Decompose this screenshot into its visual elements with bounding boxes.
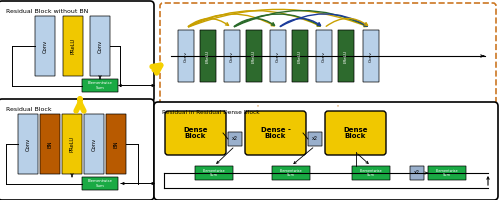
Text: Conv: Conv [42, 39, 48, 53]
FancyBboxPatch shape [82, 79, 118, 92]
FancyBboxPatch shape [224, 30, 240, 82]
FancyBboxPatch shape [40, 114, 60, 174]
FancyBboxPatch shape [410, 166, 424, 180]
FancyBboxPatch shape [272, 166, 310, 180]
FancyBboxPatch shape [18, 114, 38, 174]
Text: x2: x2 [414, 170, 420, 176]
Text: BN: BN [114, 140, 118, 148]
FancyBboxPatch shape [308, 132, 322, 146]
Text: Conv: Conv [184, 50, 188, 62]
Text: LReLU: LReLU [252, 49, 256, 63]
FancyBboxPatch shape [35, 16, 55, 76]
FancyBboxPatch shape [352, 166, 390, 180]
FancyBboxPatch shape [228, 132, 242, 146]
FancyBboxPatch shape [63, 16, 83, 76]
FancyBboxPatch shape [338, 30, 354, 82]
Text: Residual Block: Residual Block [6, 107, 52, 112]
FancyBboxPatch shape [200, 30, 216, 82]
FancyBboxPatch shape [0, 1, 154, 102]
Text: Dense
Block: Dense Block [183, 127, 208, 140]
FancyBboxPatch shape [106, 114, 126, 174]
Text: Elementwise
Sum: Elementwise Sum [88, 179, 112, 188]
Text: Conv: Conv [230, 50, 234, 62]
Text: LReLU: LReLU [206, 49, 210, 63]
FancyBboxPatch shape [0, 99, 154, 200]
FancyBboxPatch shape [165, 111, 226, 155]
FancyBboxPatch shape [195, 166, 233, 180]
Text: Dense
Block: Dense Block [343, 127, 368, 140]
FancyBboxPatch shape [178, 30, 194, 82]
FancyBboxPatch shape [325, 111, 386, 155]
Text: Dense -
Block: Dense - Block [260, 127, 290, 140]
FancyBboxPatch shape [160, 3, 496, 107]
Text: LReLU: LReLU [298, 49, 302, 63]
Text: PReLU: PReLU [70, 38, 76, 54]
FancyBboxPatch shape [246, 30, 262, 82]
Text: BN: BN [48, 140, 52, 148]
FancyBboxPatch shape [82, 177, 118, 190]
FancyBboxPatch shape [316, 30, 332, 82]
FancyBboxPatch shape [84, 114, 104, 174]
Text: Conv: Conv [276, 50, 280, 62]
Text: Conv: Conv [369, 50, 373, 62]
FancyBboxPatch shape [62, 114, 82, 174]
Text: Conv: Conv [322, 50, 326, 62]
Text: Residual in Residual Dense Block: Residual in Residual Dense Block [162, 110, 260, 115]
FancyBboxPatch shape [292, 30, 308, 82]
FancyBboxPatch shape [245, 111, 306, 155]
FancyBboxPatch shape [154, 102, 498, 200]
Text: Elementwise
Sum: Elementwise Sum [280, 169, 302, 177]
FancyBboxPatch shape [363, 30, 379, 82]
Text: Elementwise
Sum: Elementwise Sum [360, 169, 382, 177]
Text: Residual Block without BN: Residual Block without BN [6, 9, 88, 14]
Text: Elementwise
Sum: Elementwise Sum [202, 169, 226, 177]
FancyBboxPatch shape [270, 30, 286, 82]
Text: LReLU: LReLU [344, 49, 348, 63]
Text: x2: x2 [232, 136, 238, 142]
Text: Elementwise
Sum: Elementwise Sum [88, 81, 112, 90]
Text: Elementwise
Sum: Elementwise Sum [436, 169, 458, 177]
Text: x2: x2 [312, 136, 318, 142]
FancyBboxPatch shape [90, 16, 110, 76]
Text: Conv: Conv [92, 137, 96, 151]
Text: Conv: Conv [26, 137, 30, 151]
Text: Conv: Conv [98, 39, 102, 53]
Text: PReLU: PReLU [70, 136, 74, 152]
FancyBboxPatch shape [428, 166, 466, 180]
